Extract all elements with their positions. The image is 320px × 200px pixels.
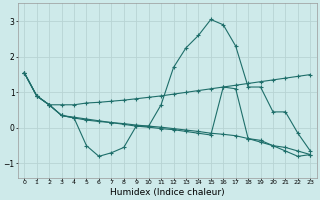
X-axis label: Humidex (Indice chaleur): Humidex (Indice chaleur): [110, 188, 225, 197]
